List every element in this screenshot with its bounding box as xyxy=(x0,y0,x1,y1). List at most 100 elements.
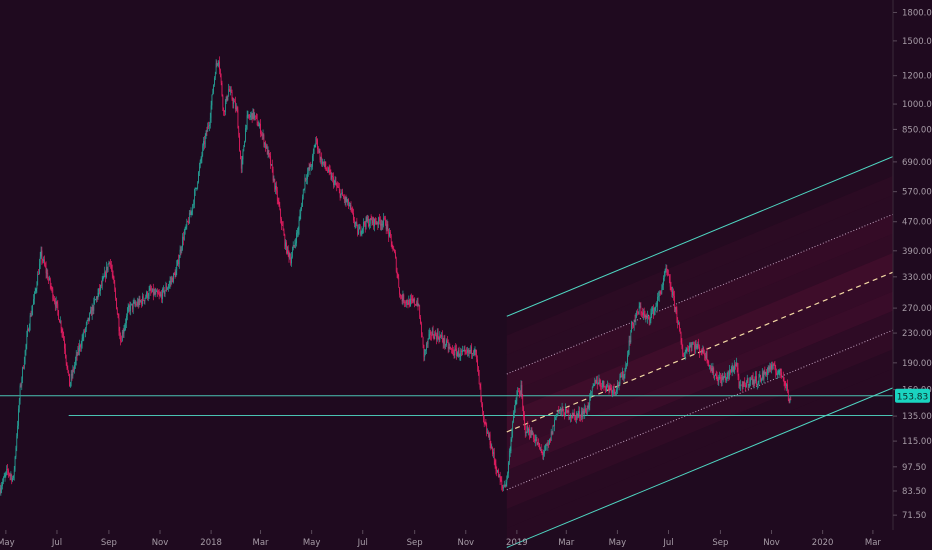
candle-body xyxy=(697,344,699,347)
candle-body xyxy=(668,274,669,276)
candle-body xyxy=(453,354,455,355)
candle-body xyxy=(289,257,291,259)
candle-body xyxy=(100,285,101,291)
candle-body xyxy=(33,299,34,305)
candle-body xyxy=(211,94,213,106)
candle-body xyxy=(368,218,369,227)
channel-mid-line[interactable] xyxy=(506,271,894,433)
time-axis[interactable]: May Jul Sep Nov 2018 Mar May Jul Sep Nov 2019 Mar Ma… xyxy=(0,530,881,548)
candle-body xyxy=(236,107,238,110)
candle-body xyxy=(16,436,18,448)
candle-body xyxy=(213,84,214,93)
y-tick-label: 1500.00 xyxy=(902,37,932,47)
candle-body xyxy=(486,425,488,434)
candle-body xyxy=(96,297,98,299)
candle-body xyxy=(415,304,416,306)
candle-body xyxy=(271,164,273,170)
candle-body xyxy=(188,221,189,224)
candle-body xyxy=(606,385,607,391)
candle-body xyxy=(437,332,439,338)
candle-body xyxy=(269,153,271,157)
candle-body xyxy=(320,157,322,160)
candle-body xyxy=(205,131,207,137)
candle-body xyxy=(460,350,462,356)
candle-body xyxy=(312,155,313,167)
candle-body xyxy=(756,384,758,385)
candle-body xyxy=(166,286,168,290)
regression-channel[interactable] xyxy=(506,156,894,548)
candle-body xyxy=(508,462,509,474)
candle-body xyxy=(348,205,350,207)
channel-upper-inner-line[interactable] xyxy=(506,213,894,375)
candle-body xyxy=(455,348,457,349)
candle-body xyxy=(55,301,57,307)
candle-body xyxy=(763,371,765,379)
channel-upper-line[interactable] xyxy=(506,156,894,317)
candle-body xyxy=(653,307,654,315)
candle-body xyxy=(724,375,725,378)
candle-body xyxy=(0,489,2,493)
candle-body xyxy=(483,418,485,422)
candle-body xyxy=(524,416,525,427)
candle-body xyxy=(692,343,694,345)
candle-body xyxy=(664,269,666,276)
price-axis[interactable]: 71.5083.5097.50115.00135.00160.00190.002… xyxy=(893,8,932,521)
x-tick-label: Mar xyxy=(558,538,575,548)
candle-body xyxy=(444,338,446,346)
candle-body xyxy=(206,131,208,132)
candle-body xyxy=(733,369,735,372)
candle-body xyxy=(187,221,188,222)
candle-body xyxy=(95,297,97,300)
channel-lower-line[interactable] xyxy=(506,387,894,548)
y-tick-label: 83.50 xyxy=(902,487,926,497)
candle-body xyxy=(537,442,539,445)
y-tick-label: 1000.00 xyxy=(902,100,932,110)
candle-body xyxy=(238,128,240,136)
candle-body xyxy=(671,289,673,295)
candle-body xyxy=(225,96,227,103)
candle-body xyxy=(263,134,265,145)
candle-body xyxy=(429,331,431,335)
candle-body xyxy=(196,187,198,189)
candle-body xyxy=(454,348,456,355)
candle-body xyxy=(350,204,352,209)
candle-body xyxy=(400,296,402,299)
horizontal-levels[interactable] xyxy=(0,395,893,417)
candle-body xyxy=(69,373,70,387)
candle-body xyxy=(375,222,377,224)
candle-body xyxy=(450,347,452,349)
candle-body xyxy=(298,220,300,231)
candle-body xyxy=(616,389,617,393)
candle-body xyxy=(6,468,8,472)
channel-band xyxy=(506,195,893,375)
candle-body xyxy=(143,300,145,302)
candle-body xyxy=(699,346,700,353)
candle-body xyxy=(658,292,660,297)
candle-body xyxy=(253,109,255,119)
candle-body xyxy=(144,298,146,302)
candle-body xyxy=(779,368,781,371)
candle-body xyxy=(483,410,484,419)
candle-body xyxy=(197,182,199,188)
candle-body xyxy=(383,217,385,223)
candle-body xyxy=(470,346,472,352)
candle-body xyxy=(626,364,627,366)
candle-body xyxy=(23,362,25,369)
candle-body xyxy=(283,230,285,235)
candle-body xyxy=(156,291,158,292)
candle-body xyxy=(183,236,184,240)
x-tick-label: 2020 xyxy=(812,538,834,548)
candle-body xyxy=(281,218,282,226)
candle-body xyxy=(768,367,770,370)
candle-body xyxy=(788,399,790,403)
candle-body xyxy=(681,342,683,348)
candle-body xyxy=(13,469,15,476)
candle-body xyxy=(582,411,584,417)
candle-body xyxy=(394,249,395,253)
candle-body xyxy=(230,89,232,93)
candle-body xyxy=(189,212,191,215)
candle-body xyxy=(229,89,230,92)
channel-lower-inner-line[interactable] xyxy=(506,329,894,491)
candle-body xyxy=(568,410,570,418)
